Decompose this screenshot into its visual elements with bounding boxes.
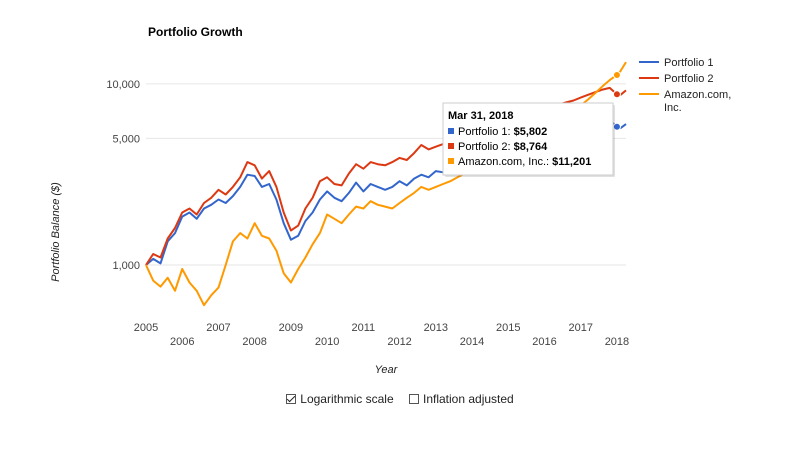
tooltip-row-label: Portfolio 2: bbox=[458, 141, 514, 153]
x-tick-label: 2010 bbox=[315, 336, 339, 348]
legend-label: Inc. bbox=[664, 102, 682, 114]
tooltip-date: Mar 31, 2018 bbox=[448, 110, 513, 122]
legend-label: Portfolio 2 bbox=[664, 73, 714, 85]
inflation-adjusted-checkbox[interactable] bbox=[408, 394, 419, 404]
x-tick-label: 2008 bbox=[242, 336, 266, 348]
x-tick-label: 2013 bbox=[424, 322, 448, 334]
x-tick-label: 2014 bbox=[460, 336, 484, 348]
x-tick-label: 2006 bbox=[170, 336, 194, 348]
x-tick-label: 2011 bbox=[352, 322, 376, 334]
y-tick-label: 10,000 bbox=[106, 79, 140, 91]
legend-label: Amazon.com, bbox=[664, 89, 731, 101]
hover-point bbox=[612, 90, 621, 99]
x-axis-label: Year bbox=[375, 364, 399, 376]
x-axis-ticks: 2005 2006 2007 2008 2009 2010 2011 2012 2013 2014… bbox=[134, 322, 629, 348]
tooltip-row-label: Amazon.com, Inc.: bbox=[458, 156, 552, 168]
tooltip-swatch bbox=[448, 143, 454, 149]
tooltip-swatch bbox=[448, 128, 454, 134]
chart-options: Logarithmic scale Inflation adjusted bbox=[0, 392, 800, 407]
tooltip-row: Amazon.com, Inc.: $11,201 bbox=[458, 156, 591, 168]
x-tick-label: 2018 bbox=[605, 336, 629, 348]
x-tick-label: 2012 bbox=[387, 336, 411, 348]
log-scale-option[interactable]: Logarithmic scale bbox=[286, 392, 394, 406]
log-scale-label: Logarithmic scale bbox=[300, 392, 394, 406]
tooltip-row: Portfolio 1: $5,802 bbox=[458, 126, 547, 138]
tooltip-swatch bbox=[448, 158, 454, 164]
tooltip-box bbox=[442, 102, 614, 176]
tooltip-row-value: $5,802 bbox=[514, 126, 548, 138]
series-lines bbox=[145, 61, 627, 307]
x-tick-label: 2017 bbox=[568, 322, 592, 334]
inflation-adjusted-label: Inflation adjusted bbox=[422, 392, 514, 406]
y-tick-label: 5,000 bbox=[112, 133, 140, 145]
x-tick-label: 2009 bbox=[279, 322, 303, 334]
legend: Portfolio 1 Portfolio 2 Amazon.com,Inc. bbox=[639, 57, 731, 114]
y-axis-label: Portfolio Balance ($) bbox=[50, 182, 62, 282]
inflation-adjusted-option[interactable]: Inflation adjusted bbox=[408, 392, 514, 406]
x-tick-label: 2007 bbox=[206, 322, 230, 334]
log-scale-checkbox[interactable] bbox=[286, 394, 297, 404]
tooltip-row-label: Portfolio 1: bbox=[458, 126, 514, 138]
x-tick-label: 2005 bbox=[134, 322, 158, 334]
x-tick-label: 2015 bbox=[496, 322, 520, 334]
chart-title: Portfolio Growth bbox=[148, 25, 243, 39]
tooltip-row-value: $8,764 bbox=[514, 141, 549, 153]
hover-point bbox=[612, 70, 621, 79]
tooltip-row: Portfolio 2: $8,764 bbox=[458, 141, 548, 153]
y-axis-ticks: 1,000 5,000 10,000 bbox=[106, 79, 140, 272]
y-tick-label: 1,000 bbox=[112, 260, 140, 272]
legend-label: Portfolio 1 bbox=[664, 57, 714, 69]
x-tick-label: 2016 bbox=[532, 336, 556, 348]
tooltip-row-value: $11,201 bbox=[552, 156, 591, 168]
series-line-amazon-com-inc bbox=[145, 61, 627, 307]
